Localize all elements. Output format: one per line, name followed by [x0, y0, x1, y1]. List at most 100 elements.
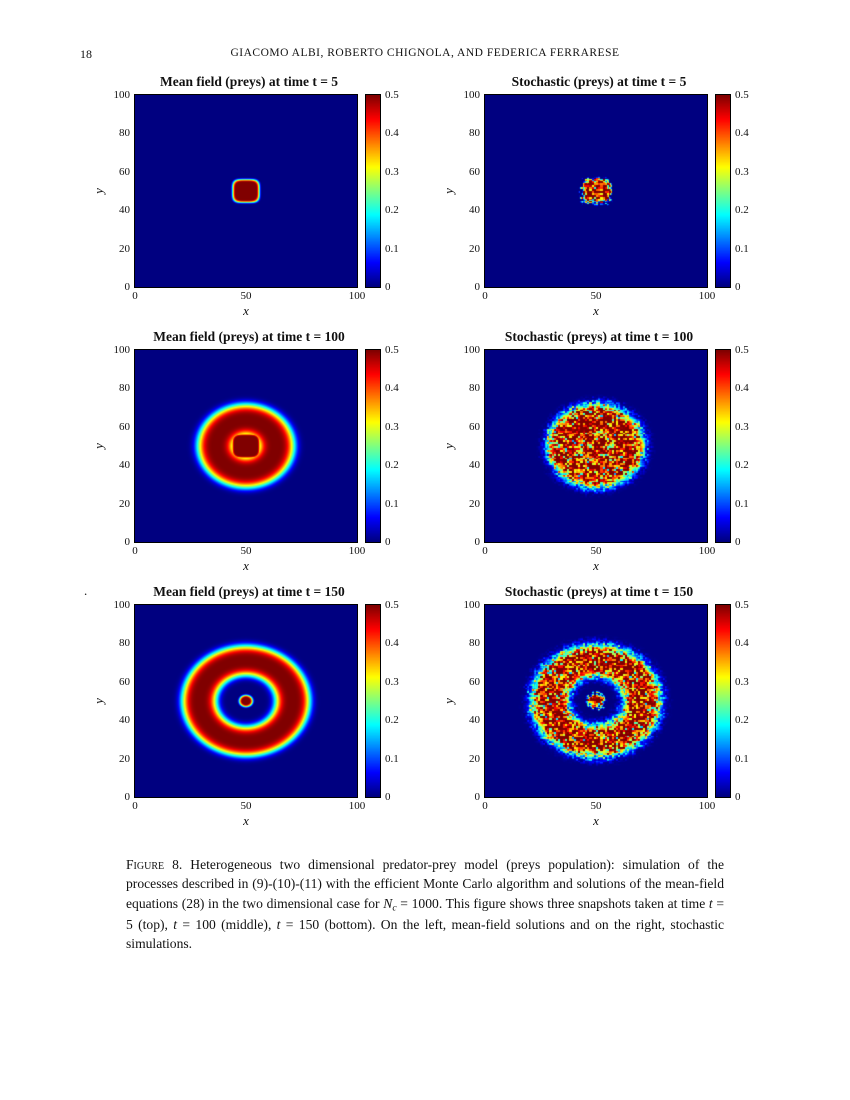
y-tick-label: 40	[469, 459, 480, 472]
caption-segment: t	[708, 895, 713, 911]
colorbar	[715, 94, 731, 288]
x-axis-label: x	[593, 558, 599, 573]
caption-segment: = 5 (top),	[126, 895, 725, 932]
y-tick-label: 20	[469, 242, 480, 255]
plot-panel-stochastic-t100: Stochastic (preys) at time t = 100 y 0 20…	[441, 329, 758, 575]
colorbar-tick-label: 0.3	[385, 165, 399, 178]
y-tick-label: 80	[119, 637, 130, 650]
y-axis-ticks: 0 20 40 60 80 100	[106, 599, 134, 803]
x-axis-label: x	[593, 813, 599, 828]
x-tick-label: 50	[240, 800, 252, 812]
x-axis-label: x	[243, 303, 249, 318]
running-header: GIACOMO ALBI, ROBERTO CHIGNOLA, AND FEDE…	[230, 47, 620, 59]
plot-panel-stochastic-t5: Stochastic (preys) at time t = 5 y 0 20 40…	[441, 74, 758, 320]
colorbar-tick-label: 0	[385, 281, 391, 293]
y-tick-label: 100	[463, 89, 481, 101]
plot-title: Mean field (preys) at time t = 100	[153, 329, 345, 344]
plot-panel-stochastic-t150: Stochastic (preys) at time t = 150 y 0 20…	[441, 584, 758, 830]
heatmap-canvas	[135, 95, 357, 287]
stray-mark: .	[84, 583, 88, 598]
plot-panel-meanfield-t5: Mean field (preys) at time t = 5 y 0 20 40…	[91, 74, 408, 320]
x-axis-ticks: 0 50 100	[482, 543, 715, 558]
figure-caption: Figure 8. Heterogeneous two dimensional …	[126, 855, 724, 954]
plot-title: Mean field (preys) at time t = 150	[153, 584, 345, 599]
x-tick-label: 50	[590, 800, 602, 812]
y-tick-label: 40	[469, 204, 480, 217]
colorbar-tick-label: 0.4	[385, 127, 399, 140]
colorbar-tick-label: 0	[735, 536, 741, 548]
colorbar-tick-label: 0.5	[735, 89, 749, 101]
y-tick-label: 60	[119, 420, 130, 433]
heatmap-plot	[134, 349, 358, 543]
y-tick-label: 40	[119, 714, 130, 727]
colorbar-canvas	[366, 95, 380, 287]
heatmap-canvas	[135, 350, 357, 542]
heatmap-canvas	[485, 95, 707, 287]
y-tick-label: 40	[469, 714, 480, 727]
caption-segment: c	[392, 902, 397, 914]
x-axis-ticks: 0 50 100	[132, 543, 365, 558]
heatmap-plot	[484, 604, 708, 798]
x-tick-label: 50	[240, 290, 252, 302]
figure-grid: Mean field (preys) at time t = 5 y 0 20 40…	[91, 74, 758, 830]
colorbar-tick-label: 0.4	[385, 637, 399, 650]
y-tick-label: 100	[463, 344, 481, 356]
colorbar-tick-label: 0.2	[385, 204, 399, 217]
y-tick-label: 100	[463, 599, 481, 611]
colorbar-tick-label: 0.5	[385, 89, 399, 101]
x-tick-label: 100	[698, 290, 716, 302]
y-tick-label: 0	[474, 281, 481, 293]
x-tick-label: 50	[240, 545, 252, 557]
colorbar-tick-label: 0.1	[735, 242, 749, 255]
colorbar-ticks: 0 0.1 0.2 0.3 0.4 0.5	[381, 89, 407, 293]
colorbar-tick-label: 0.1	[385, 497, 399, 510]
colorbar	[365, 604, 381, 798]
x-axis-label: x	[243, 813, 249, 828]
colorbar-ticks: 0 0.1 0.2 0.3 0.4 0.5	[381, 344, 407, 548]
x-tick-label: 100	[698, 800, 716, 812]
y-tick-label: 20	[469, 752, 480, 765]
y-tick-label: 60	[469, 675, 480, 688]
colorbar-tick-label: 0.2	[385, 459, 399, 472]
y-tick-label: 0	[474, 791, 481, 803]
y-axis-label: y	[441, 188, 456, 194]
x-tick-label: 0	[482, 290, 488, 302]
y-tick-label: 80	[469, 637, 480, 650]
y-tick-label: 60	[119, 165, 130, 178]
heatmap-plot	[134, 604, 358, 798]
page-number: 18	[80, 47, 92, 61]
caption-segment: N	[383, 895, 393, 911]
colorbar-ticks: 0 0.1 0.2 0.3 0.4 0.5	[731, 344, 757, 548]
y-tick-label: 80	[119, 127, 130, 140]
colorbar-tick-label: 0.2	[385, 714, 399, 727]
colorbar-tick-label: 0.2	[735, 204, 749, 217]
heatmap-plot	[134, 94, 358, 288]
y-axis-label: y	[91, 698, 106, 704]
colorbar-tick-label: 0.2	[735, 714, 749, 727]
y-tick-label: 0	[124, 791, 131, 803]
heatmap-plot	[484, 94, 708, 288]
colorbar-tick-label: 0.3	[735, 420, 749, 433]
x-axis-ticks: 0 50 100	[482, 288, 715, 303]
colorbar-canvas	[366, 605, 380, 797]
caption-segment: Figure 8.	[126, 857, 183, 872]
x-axis-label: x	[243, 558, 249, 573]
colorbar-tick-label: 0.5	[735, 599, 749, 611]
colorbar-tick-label: 0.3	[735, 675, 749, 688]
y-tick-label: 0	[124, 281, 131, 293]
plot-panel-meanfield-t100: Mean field (preys) at time t = 100 y 0 20…	[91, 329, 408, 575]
caption-segment: = 150 (bottom). On the left, mean-field …	[126, 916, 725, 952]
x-tick-label: 0	[132, 545, 138, 557]
x-axis-label: x	[593, 303, 599, 318]
heatmap-canvas	[485, 350, 707, 542]
y-axis-ticks: 0 20 40 60 80 100	[106, 344, 134, 548]
caption-segment: Heterogeneous two dimensional predator-p…	[126, 857, 724, 911]
x-tick-label: 100	[348, 290, 366, 302]
x-tick-label: 0	[482, 545, 488, 557]
colorbar-tick-label: 0.4	[735, 382, 749, 395]
colorbar-tick-label: 0.1	[735, 752, 749, 765]
colorbar-tick-label: 0.1	[735, 497, 749, 510]
colorbar	[715, 604, 731, 798]
heatmap-plot	[484, 349, 708, 543]
y-axis-label: y	[91, 188, 106, 194]
